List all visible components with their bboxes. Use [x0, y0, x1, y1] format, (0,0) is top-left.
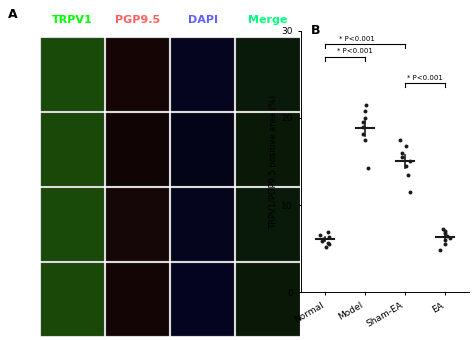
Point	[439, 226, 447, 232]
Text: TRPV1: TRPV1	[52, 15, 93, 25]
Text: DAPI: DAPI	[188, 15, 218, 25]
Point	[361, 115, 368, 121]
Point	[325, 235, 333, 240]
FancyBboxPatch shape	[106, 38, 169, 111]
Text: Merge: Merge	[248, 15, 288, 25]
Text: PGP9.5: PGP9.5	[115, 15, 160, 25]
FancyBboxPatch shape	[41, 113, 104, 186]
Point	[316, 232, 324, 238]
Point	[319, 236, 327, 242]
Point	[404, 172, 412, 177]
FancyBboxPatch shape	[41, 188, 104, 261]
Text: * P<0.001: * P<0.001	[407, 75, 443, 81]
Point	[407, 159, 414, 164]
Point	[325, 230, 332, 235]
Point	[441, 228, 449, 234]
FancyBboxPatch shape	[106, 262, 169, 336]
Point	[325, 242, 333, 247]
Point	[359, 124, 366, 129]
FancyBboxPatch shape	[236, 188, 300, 261]
Point	[362, 102, 369, 107]
Text: Sham-EA: Sham-EA	[18, 202, 27, 247]
Point	[402, 143, 410, 149]
Point	[398, 150, 405, 155]
FancyBboxPatch shape	[41, 262, 104, 336]
FancyBboxPatch shape	[236, 113, 300, 186]
FancyBboxPatch shape	[171, 188, 235, 261]
Point	[397, 137, 404, 142]
Point	[324, 240, 332, 245]
FancyBboxPatch shape	[171, 262, 235, 336]
Point	[319, 238, 326, 244]
Text: B: B	[311, 23, 320, 37]
FancyBboxPatch shape	[41, 38, 104, 111]
FancyBboxPatch shape	[171, 113, 235, 186]
Point	[361, 108, 369, 114]
Point	[322, 244, 330, 250]
Point	[442, 230, 449, 236]
Point	[437, 247, 444, 252]
FancyBboxPatch shape	[236, 262, 300, 336]
Text: Model: Model	[18, 134, 27, 165]
FancyBboxPatch shape	[171, 38, 235, 111]
Point	[402, 163, 410, 169]
Text: A: A	[8, 8, 18, 21]
Point	[441, 237, 449, 243]
Text: EA: EA	[18, 292, 27, 306]
Point	[399, 154, 406, 160]
Text: Normal: Normal	[18, 56, 27, 92]
Point	[359, 131, 367, 136]
Text: * P<0.001: * P<0.001	[339, 36, 375, 42]
Point	[407, 189, 414, 195]
Point	[361, 137, 369, 142]
Point	[365, 166, 372, 171]
Point	[446, 236, 453, 241]
Point	[442, 242, 449, 247]
Point	[359, 120, 366, 125]
Text: * P<0.001: * P<0.001	[337, 48, 373, 54]
FancyBboxPatch shape	[106, 188, 169, 261]
FancyBboxPatch shape	[106, 113, 169, 186]
Y-axis label: TRPV1/PGP9.5 positive area (%): TRPV1/PGP9.5 positive area (%)	[269, 95, 278, 228]
FancyBboxPatch shape	[236, 38, 300, 111]
Point	[443, 233, 450, 238]
